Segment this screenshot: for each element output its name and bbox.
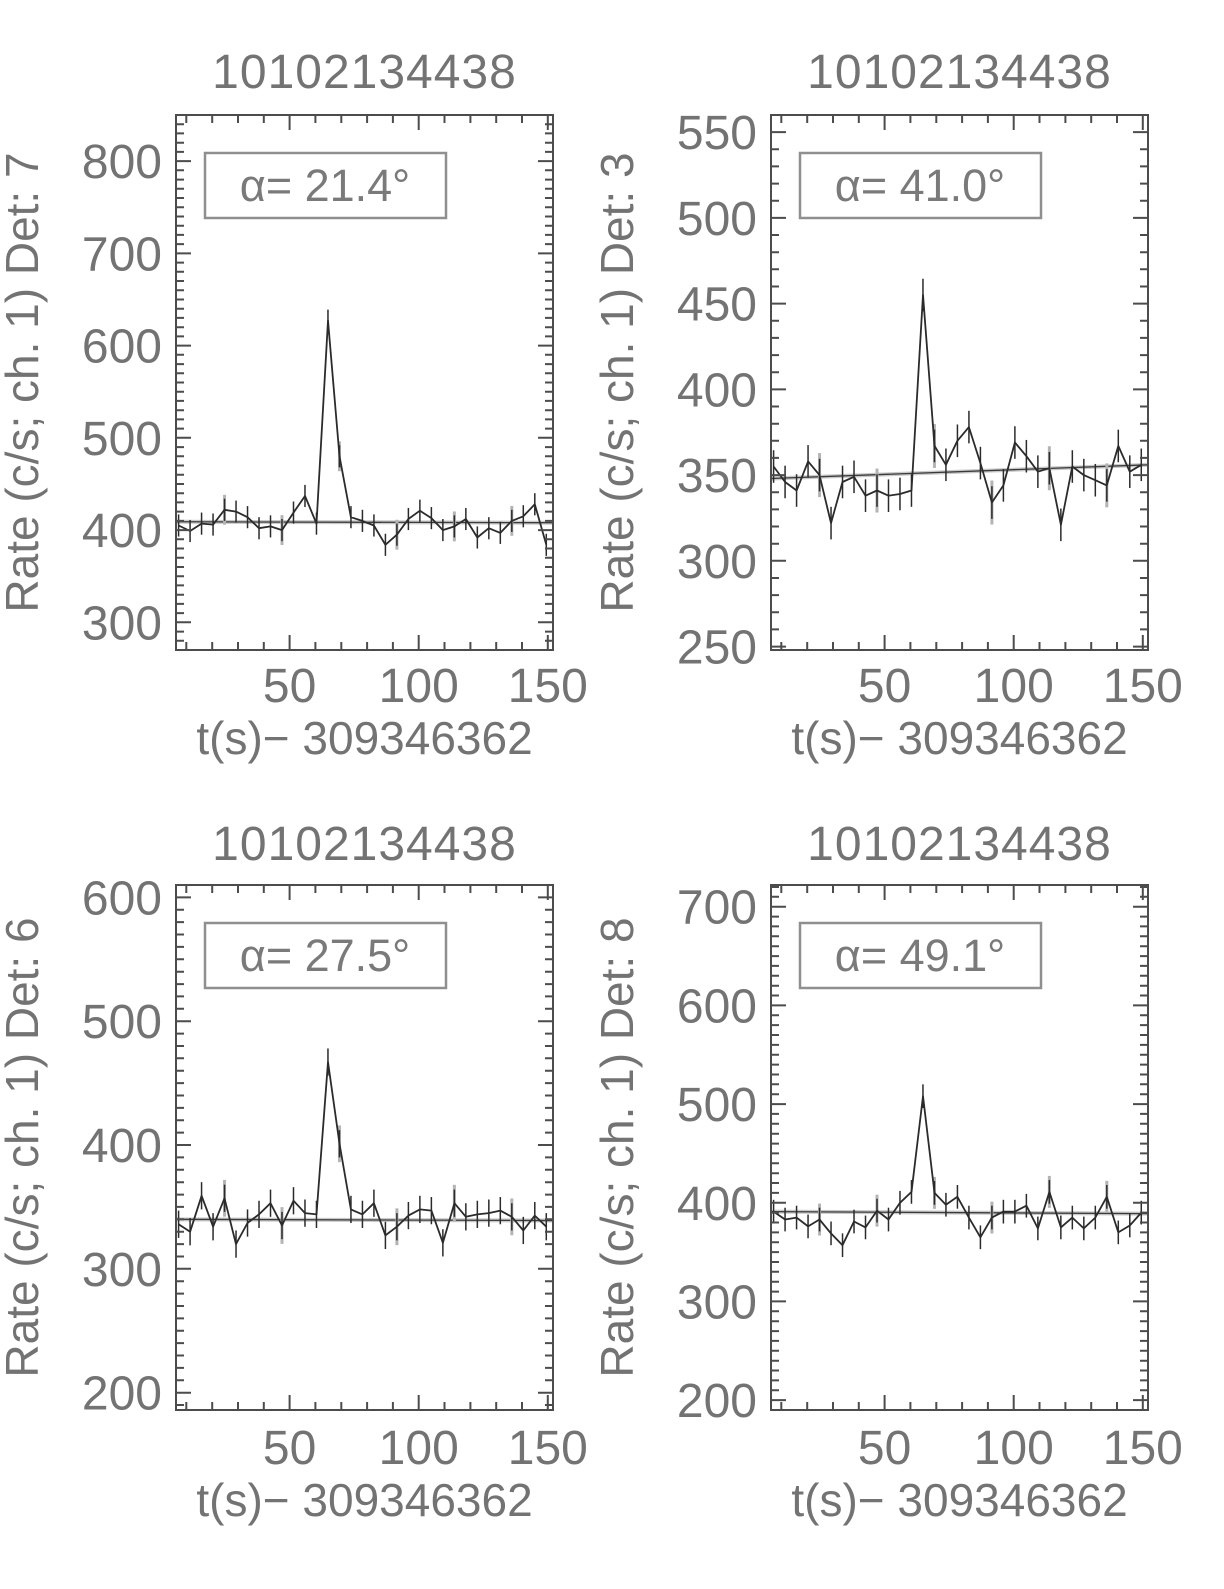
alpha-value-label: α= 49.1° — [835, 930, 1005, 981]
fit-line — [175, 1217, 554, 1223]
y-tick-label: 700 — [677, 882, 757, 935]
data-series — [773, 1095, 1142, 1247]
y-tick-label: 250 — [677, 622, 757, 675]
alpha-value-label: α= 21.4° — [240, 160, 410, 211]
alpha-annotation: α= 21.4° — [203, 151, 448, 220]
y-tick-label: 600 — [82, 321, 162, 374]
alpha-annotation-box — [203, 921, 448, 990]
alpha-annotation-box — [203, 151, 448, 220]
alpha-annotation-box — [798, 921, 1043, 990]
light-curve-panel: 250 300 350 400 450 500 550 50 100 150 10102134438… — [591, 46, 1183, 764]
x-tick-label: 100 — [379, 1422, 459, 1475]
data-series — [178, 319, 548, 546]
alpha-value-label: α= 41.0° — [835, 160, 1005, 211]
plot-frame — [770, 114, 1149, 651]
axis-ticks — [771, 885, 1148, 1411]
plot-box — [770, 114, 1149, 651]
alpha-annotation-box — [798, 151, 1043, 220]
y-tick-label: 700 — [82, 228, 162, 281]
x-tick-labels: 50 100 150 — [858, 660, 1183, 713]
plot-box — [175, 884, 554, 1411]
y-tick-label: 200 — [677, 1375, 757, 1428]
x-tick-label: 100 — [974, 1422, 1054, 1475]
y-tick-labels: 250 300 350 400 450 500 550 — [677, 107, 757, 674]
x-tick-labels: 50 100 150 — [858, 1422, 1183, 1475]
panel-title: 10102134438 — [807, 46, 1112, 99]
fit-line-dark — [770, 1210, 1149, 1215]
y-tick-label: 400 — [82, 505, 162, 558]
light-curve-panel: 200 300 400 500 600 700 50 100 150 10102134438 t(s… — [591, 818, 1183, 1526]
y-tick-label: 500 — [82, 996, 162, 1049]
x-tick-label: 100 — [974, 660, 1054, 713]
x-tick-label: 50 — [858, 660, 911, 713]
y-tick-label: 300 — [677, 1276, 757, 1329]
y-tick-label: 400 — [677, 1178, 757, 1231]
x-tick-label: 100 — [379, 660, 459, 713]
x-tick-label: 150 — [1103, 1422, 1183, 1475]
y-tick-label: 800 — [82, 136, 162, 189]
alpha-annotation: α= 41.0° — [798, 151, 1043, 220]
fit-line-dark — [175, 1218, 554, 1222]
data-series — [178, 1061, 547, 1245]
x-tick-labels: 50 100 150 — [263, 660, 588, 713]
x-axis-label: t(s)− 309346362 — [196, 712, 532, 764]
x-tick-label: 150 — [508, 1422, 588, 1475]
y-tick-labels: 200 300 400 500 600 700 — [677, 882, 757, 1428]
x-axis-label: t(s)− 309346362 — [791, 712, 1127, 764]
fit-line-dark — [770, 464, 1149, 480]
plot-frame — [770, 884, 1149, 1411]
plot-box — [175, 114, 554, 651]
axis-ticks — [176, 114, 553, 651]
y-tick-label: 300 — [82, 1244, 162, 1297]
fit-line — [770, 462, 1149, 481]
x-tick-label: 150 — [1103, 660, 1183, 713]
plot-frame — [175, 884, 554, 1411]
y-tick-label: 600 — [82, 872, 162, 925]
y-tick-label: 400 — [82, 1120, 162, 1173]
x-axis-label: t(s)− 309346362 — [196, 1474, 532, 1526]
x-tick-labels: 50 100 150 — [263, 1422, 588, 1475]
x-tick-label: 50 — [858, 1422, 911, 1475]
fit-line — [770, 1209, 1149, 1216]
alpha-value-label: α= 27.5° — [240, 930, 410, 981]
alpha-annotation: α= 49.1° — [798, 921, 1043, 990]
y-axis-label: Rate (c/s; ch. 1) Det: 8 — [591, 917, 643, 1377]
y-tick-label: 400 — [677, 364, 757, 417]
plot-box — [770, 884, 1149, 1411]
y-tick-label: 200 — [82, 1368, 162, 1421]
y-tick-label: 300 — [677, 536, 757, 589]
axis-ticks — [176, 884, 553, 1410]
data-series — [772, 294, 1142, 526]
y-axis-label: Rate (c/s; ch. 1) Det: 3 — [591, 152, 643, 612]
x-tick-label: 150 — [508, 660, 588, 713]
y-tick-label: 550 — [677, 107, 757, 160]
y-tick-label: 300 — [82, 597, 162, 650]
y-tick-label: 600 — [677, 980, 757, 1033]
x-axis-label: t(s)− 309346362 — [791, 1474, 1127, 1526]
y-tick-label: 500 — [677, 193, 757, 246]
error-bars — [177, 309, 548, 556]
y-tick-label: 500 — [82, 413, 162, 466]
light-curve-panel: 200 300 400 500 600 50 100 150 10102134438 t(s)− … — [0, 818, 588, 1526]
panel-title: 10102134438 — [212, 818, 517, 871]
y-tick-label: 450 — [677, 279, 757, 332]
y-tick-label: 350 — [677, 450, 757, 503]
x-tick-label: 50 — [263, 660, 316, 713]
alpha-annotation: α= 27.5° — [203, 921, 448, 990]
y-axis-label: Rate (c/s; ch. 1) Det: 7 — [0, 152, 48, 612]
y-axis-label: Rate (c/s; ch. 1) Det: 6 — [0, 917, 48, 1377]
panel-title: 10102134438 — [212, 46, 517, 99]
panel-title: 10102134438 — [807, 818, 1112, 871]
y-tick-label: 500 — [677, 1079, 757, 1132]
error-bars — [772, 278, 1143, 542]
error-bars — [177, 1048, 548, 1258]
axis-ticks — [771, 114, 1148, 650]
light-curve-panel: 300 400 500 600 700 800 50 100 150 10102134438 t(s… — [0, 46, 588, 764]
y-tick-labels: 300 400 500 600 700 800 — [82, 136, 162, 650]
y-tick-labels: 200 300 400 500 600 — [82, 872, 162, 1420]
x-tick-label: 50 — [263, 1422, 316, 1475]
